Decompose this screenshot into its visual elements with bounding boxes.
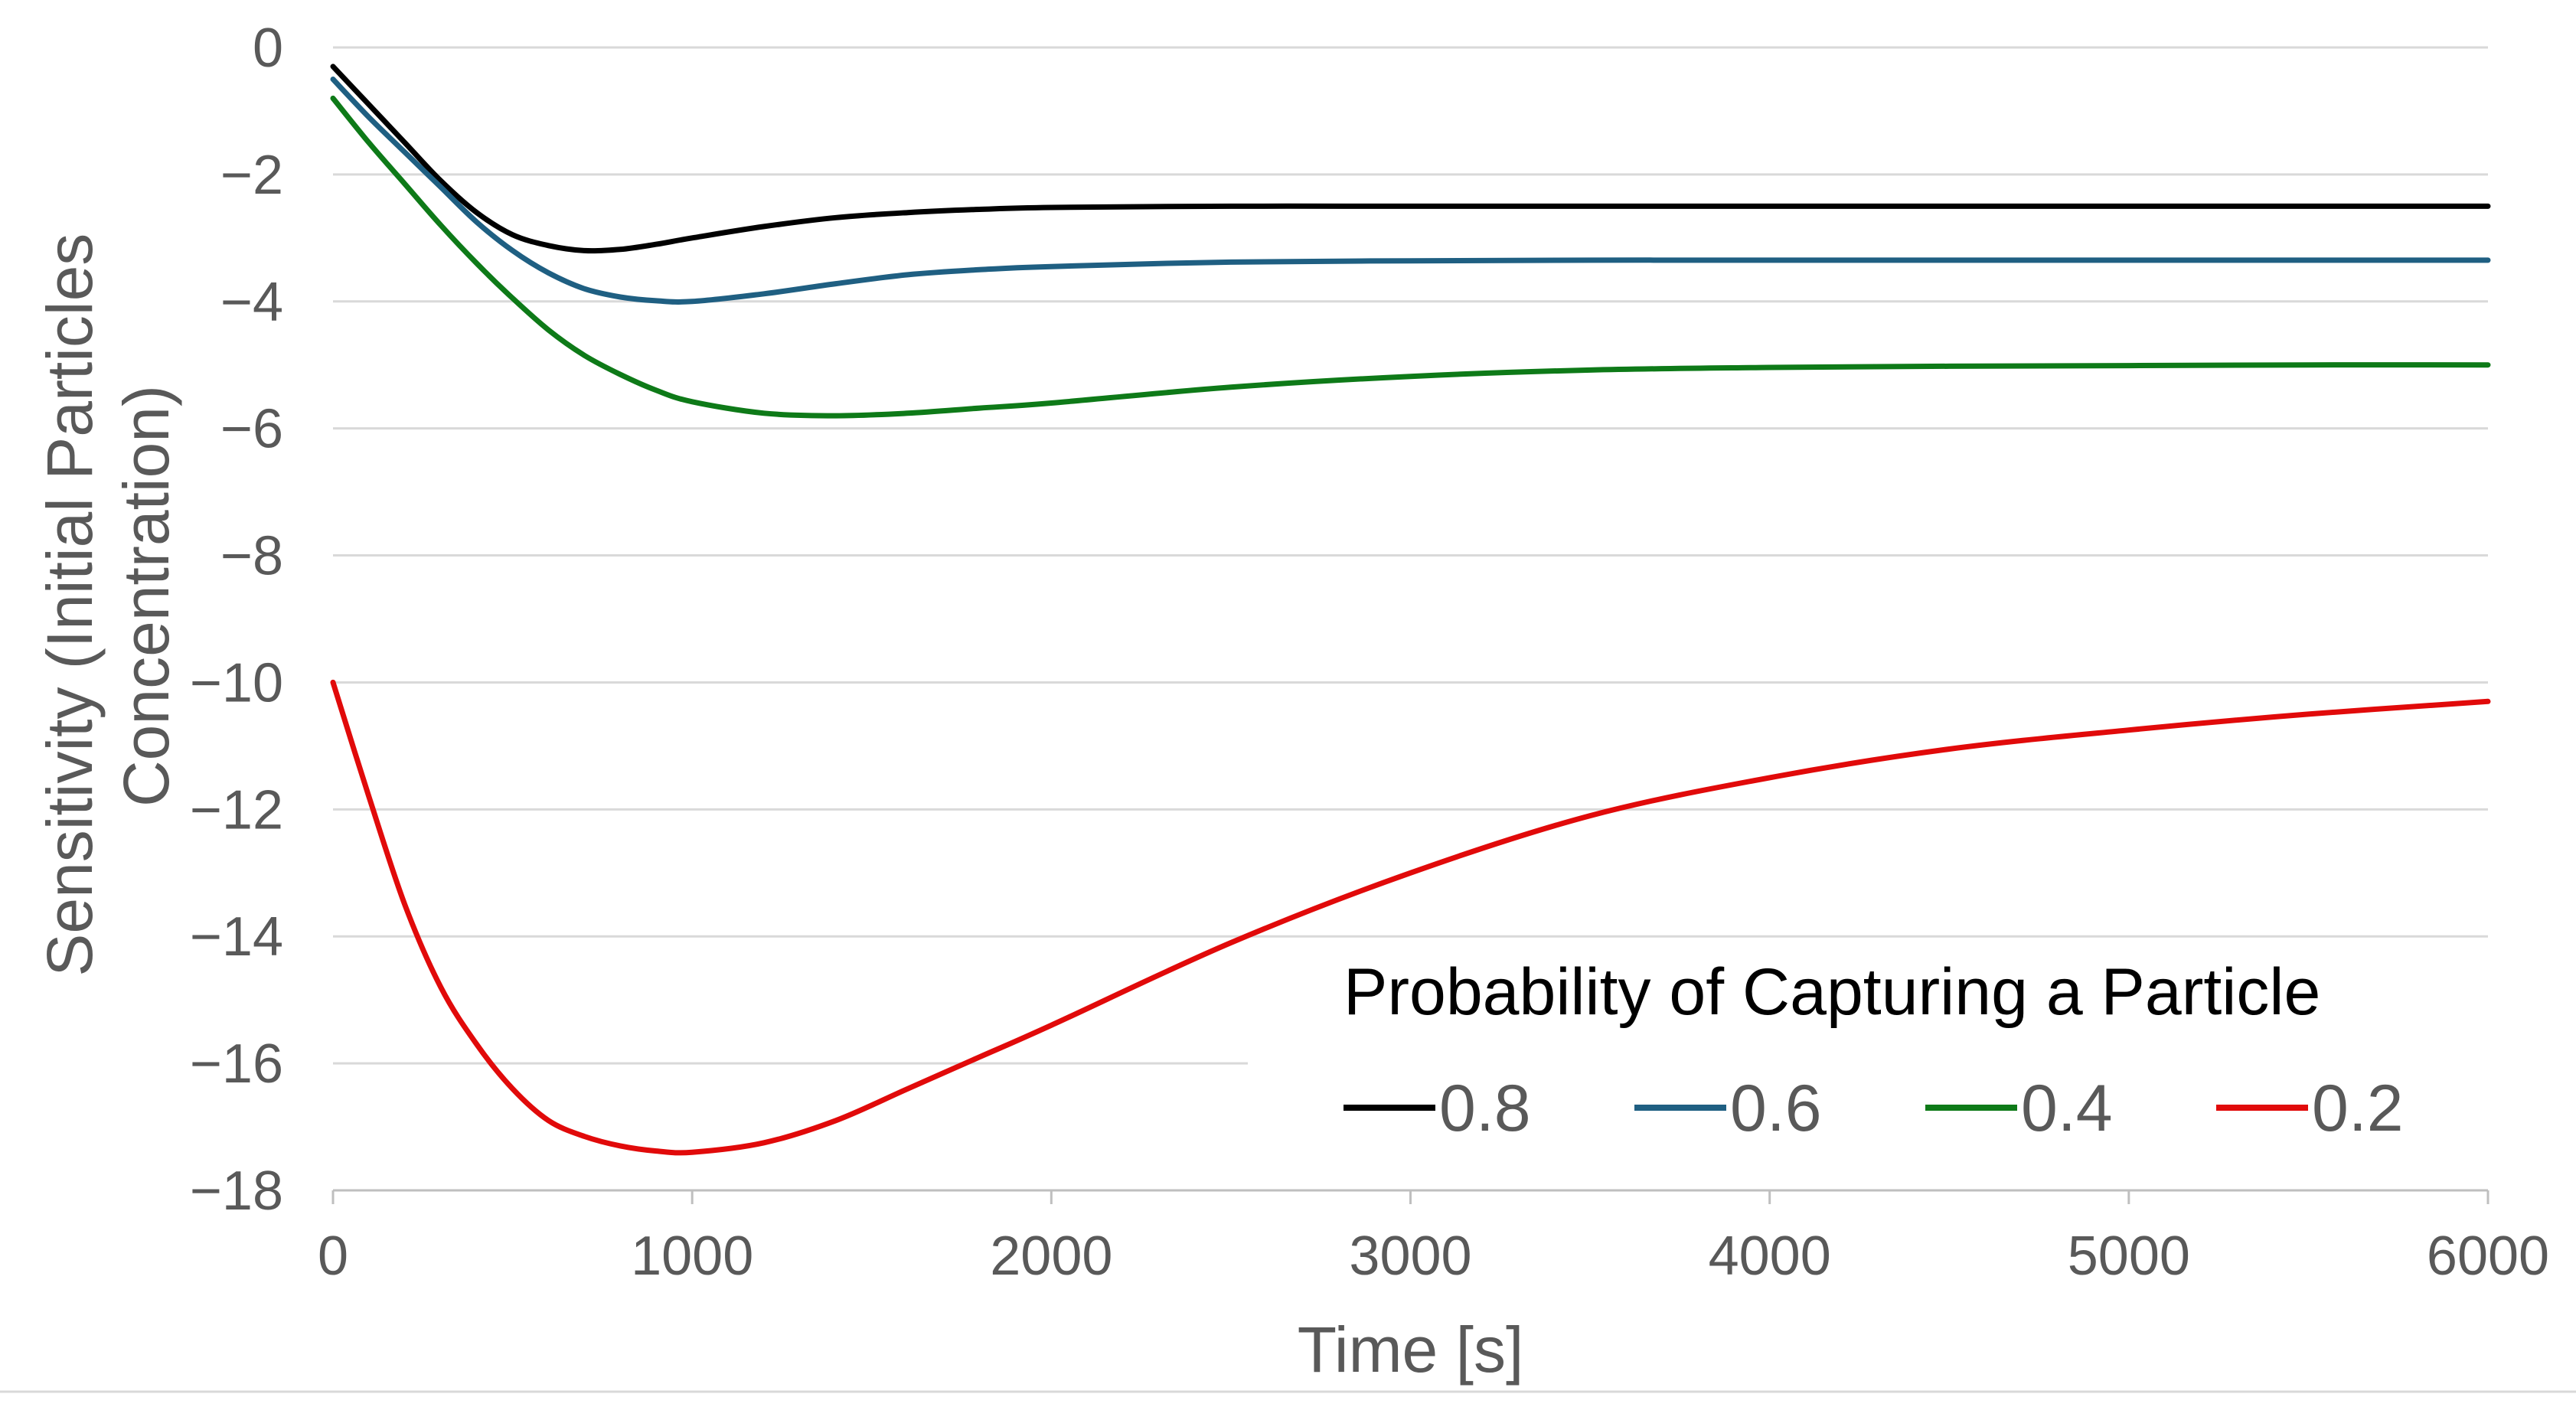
y-tick-label: −18 — [190, 1161, 283, 1222]
y-tick-label: −2 — [220, 145, 283, 206]
x-tick-label: 6000 — [2427, 1226, 2549, 1287]
y-axis-title-line-2: Concentration) — [110, 385, 182, 807]
legend-background — [1248, 949, 2488, 1179]
x-tick-label: 2000 — [990, 1226, 1112, 1287]
legend: Probability of Capturing a Particle 0.8 0… — [1248, 949, 2488, 1179]
legend-label-0-2: 0.2 — [2312, 1072, 2404, 1145]
y-tick-label: −6 — [220, 399, 283, 460]
axes-layer — [331, 1189, 2489, 1204]
y-tick-label: −4 — [220, 272, 283, 333]
y-tick-label: −10 — [190, 652, 283, 713]
x-tick-label: 0 — [318, 1226, 348, 1287]
y-axis-title: Sensitivity (Initial Particles Concentra… — [34, 215, 182, 976]
legend-title: Probability of Capturing a Particle — [1344, 955, 2320, 1029]
series-layer — [330, 64, 2491, 1156]
y-tick-label: −12 — [190, 779, 283, 841]
series-line-0-4 — [330, 95, 2491, 419]
legend-items: 0.8 0.6 0.4 0.2 — [1344, 1072, 2404, 1145]
x-tick-label: 3000 — [1349, 1226, 1471, 1287]
x-tick-label: 1000 — [631, 1226, 753, 1287]
series-line-0-2 — [330, 679, 2491, 1156]
tick-labels: 0 −2 −4 −6 −8 −10 −12 −14 −16 −18 0 1000 2000 3000 400… — [190, 18, 2549, 1287]
x-tick-label: 4000 — [1709, 1226, 1831, 1287]
grid-layer — [333, 46, 2488, 1065]
legend-label-0-6: 0.6 — [1730, 1072, 1822, 1145]
y-tick-label: −14 — [190, 906, 283, 968]
y-tick-label: 0 — [253, 18, 283, 79]
y-tick-label: −16 — [190, 1033, 283, 1095]
series-line-0-8 — [330, 64, 2491, 254]
x-tick-label: 5000 — [2068, 1226, 2190, 1287]
x-axis-title: Time [s] — [1298, 1314, 1524, 1386]
legend-label-0-8: 0.8 — [1439, 1072, 1531, 1145]
y-axis-title-line-1: Sensitivity (Initial Particles — [34, 233, 106, 977]
legend-label-0-4: 0.4 — [2021, 1072, 2113, 1145]
series-line-0-6 — [330, 77, 2491, 305]
y-tick-label: −8 — [220, 526, 283, 587]
